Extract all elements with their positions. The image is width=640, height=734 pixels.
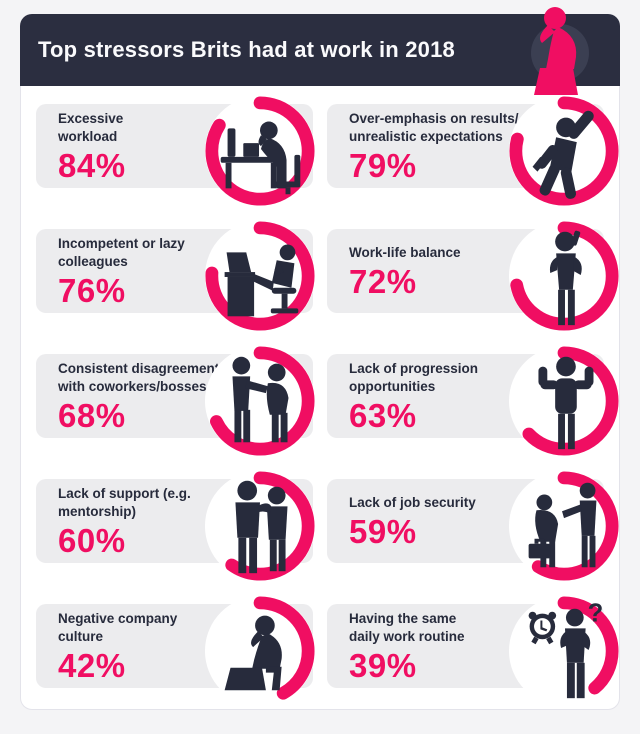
stressor-label: Over-emphasis on results/ unrealistic ex… <box>349 111 519 144</box>
stressor-percent: 60% <box>58 521 126 559</box>
progress-ring <box>205 221 315 331</box>
overworked-at-desk-icon <box>220 121 301 195</box>
stressor-card-job-security: Lack of job security 59% <box>327 470 620 582</box>
progress-ring <box>509 596 619 706</box>
content-panel: Excessive workload 84% <box>20 86 620 710</box>
stressor-card-disagreements: Consistent disagreements with coworkers/… <box>36 345 316 457</box>
stressor-medallion <box>508 220 620 332</box>
stressor-label: Having the same daily work routine <box>349 611 465 644</box>
stressor-percent: 39% <box>349 646 417 684</box>
person-on-phone-icon <box>549 230 582 326</box>
stressor-percent: 63% <box>349 396 417 434</box>
stressor-card-over-emphasis: Over-emphasis on results/ unrealistic ex… <box>327 95 620 207</box>
stressor-percent: 68% <box>58 396 126 434</box>
stressor-percent: 76% <box>58 271 126 309</box>
stressor-percent: 79% <box>349 146 417 184</box>
alarm-clock-routine-icon: ? <box>528 600 604 699</box>
stressor-percent: 72% <box>349 262 417 300</box>
stressor-medallion <box>204 470 316 582</box>
stressor-medallion <box>508 95 620 207</box>
stressor-card-excessive-workload: Excessive workload 84% <box>36 95 316 207</box>
stressor-medallion <box>204 95 316 207</box>
progress-ring <box>509 471 619 581</box>
stressor-medallion <box>204 220 316 332</box>
stressor-card-lazy-colleagues: Incompetent or lazy colleagues 76% <box>36 220 316 332</box>
stressor-medallion <box>508 470 620 582</box>
overreaching-person-icon <box>532 110 594 199</box>
stressor-label: Consistent disagreements with coworkers/… <box>58 361 227 394</box>
stressor-label: Negative company culture <box>58 611 178 644</box>
two-people-arguing-icon <box>232 356 289 443</box>
progress-ring <box>205 471 315 581</box>
stressed-person-sitting-icon <box>531 7 589 95</box>
progress-ring <box>205 96 315 206</box>
stressor-label: Lack of progression opportunities <box>349 361 479 394</box>
stressor-medallion: ? <box>508 595 620 707</box>
progress-ring <box>205 346 315 456</box>
stressor-card-support: Lack of support (e.g. mentorship) 60% <box>36 470 316 582</box>
stressor-card-company-culture: Negative company culture 42% <box>36 595 316 707</box>
stressor-card-daily-routine: Having the same daily work routine 39% <box>327 595 620 707</box>
dejected-sitting-person-icon <box>224 615 282 691</box>
progress-ring <box>509 346 619 456</box>
feet-on-desk-icon <box>224 244 299 317</box>
page-title: Top stressors Brits had at work in 2018 <box>38 37 455 62</box>
shrugging-person-icon <box>538 356 594 450</box>
stressor-card-progression: Lack of progression opportunities 63% <box>327 345 620 457</box>
boss-scolding-worker-icon <box>528 482 597 568</box>
svg-text:?: ? <box>588 600 604 628</box>
stressor-percent: 59% <box>349 512 417 550</box>
stressor-percent: 42% <box>58 646 126 684</box>
progress-ring <box>205 596 315 706</box>
progress-ring <box>509 96 619 206</box>
stressor-medallion <box>508 345 620 457</box>
stressor-medallion <box>204 345 316 457</box>
mentor-hand-on-shoulder-icon <box>235 480 288 574</box>
stressor-percent: 84% <box>58 146 126 184</box>
stressor-label: Lack of job security <box>349 495 476 511</box>
stressor-card-work-life-balance: Work-life balance 72% <box>327 220 620 332</box>
stressor-label: Work-life balance <box>349 245 461 261</box>
stressor-label: Excessive workload <box>58 111 124 144</box>
stressor-label: Incompetent or lazy colleagues <box>58 236 185 269</box>
header-bar: Top stressors Brits had at work in 2018 <box>20 7 620 95</box>
stressor-label: Lack of support (e.g. mentorship) <box>58 486 191 519</box>
stressor-medallion <box>204 595 316 707</box>
stressor-grid: Excessive workload 84% <box>36 95 620 707</box>
infographic: Top stressors Brits had at work in 2018 … <box>20 7 620 710</box>
